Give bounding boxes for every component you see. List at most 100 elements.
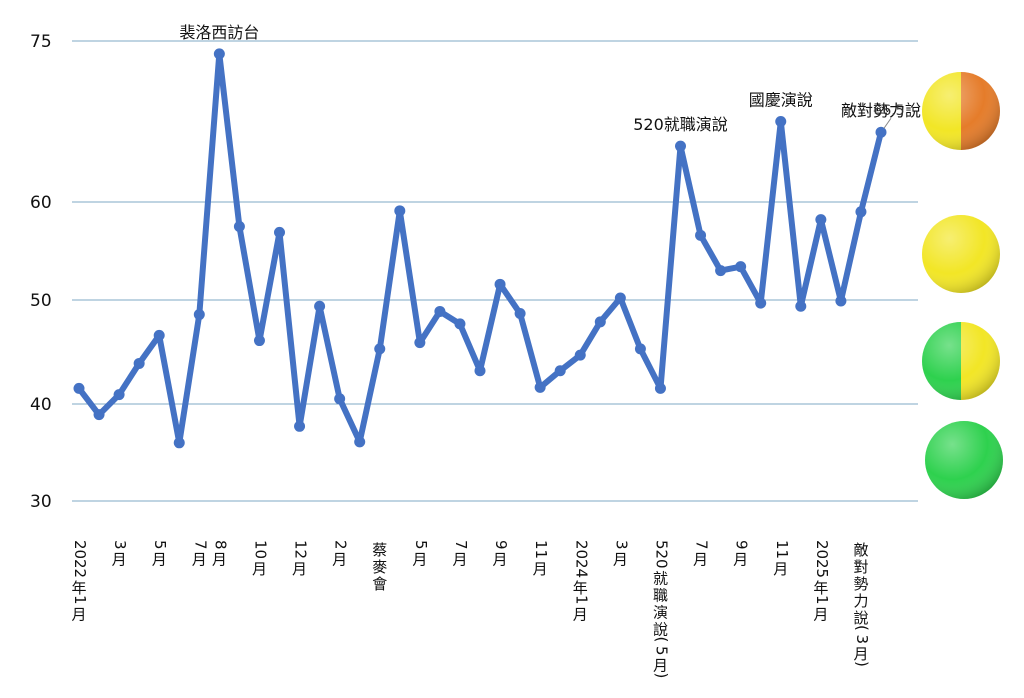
x-tick-char: 5 [151,540,169,550]
x-tick-char: 月 [332,551,347,569]
x-tick-char: 1 [71,595,89,605]
data-point [835,295,847,307]
indicator-light-yellow-orange [922,72,1000,150]
x-tick-char: 1 [773,540,791,550]
x-tick-char: 1 [532,550,550,560]
annotation-label: 裴洛西訪台 [179,23,259,42]
x-tick-char: 1 [532,540,550,550]
x-tick-label: 11月 [532,540,550,578]
x-tick-char: 會 [372,575,387,593]
y-tick-label: 30 [30,492,52,512]
leader-line [883,117,892,129]
x-tick-char: 0 [813,550,831,560]
data-point [875,126,887,138]
x-tick-char: 1 [292,540,310,550]
grid-layer [72,40,918,502]
x-tick-label: 10月 [251,540,269,578]
x-tick-label: 9月 [733,540,751,569]
x-tick-char: 0 [71,550,89,560]
x-tick-label: 9月 [492,540,510,569]
x-tick-char: 月 [653,657,668,675]
x-tick-label: 7月 [191,540,209,569]
x-tick-label: 8月 [211,540,229,569]
x-tick-char: 月 [733,551,748,569]
x-tick-char: 0 [251,550,269,560]
x-tick-char: 1 [813,595,831,605]
x-tick-char: ( [652,637,670,643]
x-tick-char: 月 [493,551,508,569]
data-point [394,205,406,217]
data-point [775,116,787,127]
x-tick-char: 1 [773,550,791,560]
y-tick-label: 50 [30,291,52,311]
data-point [715,265,727,277]
x-tick-label: 3月 [612,540,630,569]
data-point [474,365,486,377]
data-point [354,436,366,448]
x-tick-label: 7月 [452,540,470,569]
x-tick-char: 9 [733,540,751,550]
light-shading [922,322,1000,400]
x-tick-char: 7 [191,540,209,550]
x-tick-char: 麥 [372,558,387,576]
x-tick-label: 11月 [773,540,791,578]
x-tick-char: 說 [853,609,868,627]
x-tick-char: 2 [813,540,831,550]
x-tick-char: 2 [292,550,310,560]
indicator-lights [922,72,1003,499]
x-tick-char: 年 [71,579,86,597]
light-shading [925,421,1003,499]
data-point [614,292,626,304]
x-tick-char: 月 [613,551,628,569]
x-tick-label: 蔡麥會 [372,541,387,593]
x-tick-char: 敵 [853,541,868,559]
x-tick-char: 0 [652,559,670,569]
x-tick-char: 5 [813,569,831,579]
y-axis: 30 40 50 60 75 [30,32,52,512]
data-point [334,393,346,405]
x-axis: 2022年1月3月5月7月8月10月12月2月蔡麥會5月7月9月11月2024年… [71,540,871,678]
indicator-light-yellow [922,215,1000,293]
series-line [76,50,884,446]
x-tick-char: 5 [652,646,670,656]
x-tick-char: 9 [492,540,510,550]
data-point [93,409,105,421]
data-point [153,329,165,341]
x-tick-char: ) [853,661,871,667]
data-point [414,337,426,349]
x-tick-label: 敵對勢力說(3月) [853,541,871,667]
x-tick-char: 月 [192,551,207,569]
data-point [314,300,326,312]
x-tick-char: 5 [412,540,430,550]
data-point [213,48,225,60]
light-shading [922,215,1000,293]
data-point [173,437,185,449]
y-tick-label: 75 [30,32,52,52]
data-point [494,278,506,290]
x-tick-char: 勢 [853,575,868,593]
x-tick-char: 年 [813,579,828,597]
x-tick-char: 2 [652,550,670,560]
data-point [253,335,265,347]
data-point [73,382,85,394]
x-tick-char: 3 [612,540,630,550]
x-tick-char: 2 [572,540,590,550]
series-layer [76,50,884,446]
x-tick-char: 月 [71,606,86,624]
light-shading [922,72,1000,150]
x-tick-char: 7 [693,540,711,550]
indicator-light-green-yellow [922,322,1000,400]
x-tick-char: 2 [71,559,89,569]
x-tick-char: 月 [452,551,467,569]
x-tick-char: 1 [251,540,269,550]
x-tick-char: 月 [252,560,267,578]
x-tick-char: 月 [112,551,127,569]
data-point [695,229,707,241]
data-point [795,300,807,312]
x-tick-char: 2 [332,540,350,550]
data-point [454,318,466,330]
x-tick-char: 月 [152,551,167,569]
x-tick-char: 蔡 [372,541,387,559]
x-tick-char: 2 [71,540,89,550]
